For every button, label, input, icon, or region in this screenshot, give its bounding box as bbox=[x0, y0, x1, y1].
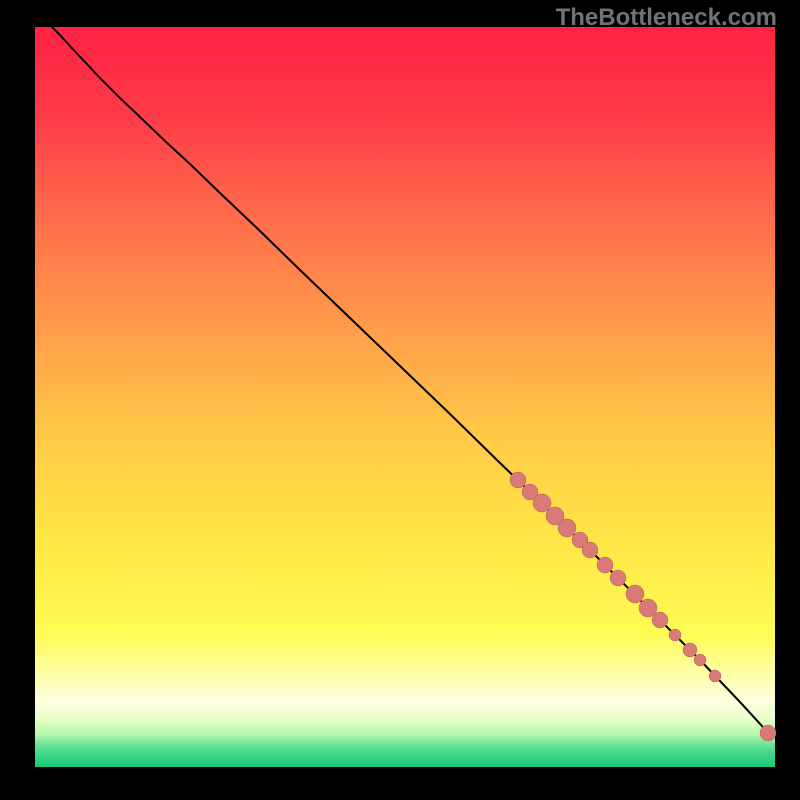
data-point-marker bbox=[533, 494, 551, 512]
data-point-marker bbox=[760, 725, 776, 741]
curve-line bbox=[52, 27, 772, 737]
data-point-marker bbox=[610, 570, 626, 586]
data-point-marker bbox=[709, 670, 721, 682]
data-point-marker bbox=[669, 629, 681, 641]
data-point-marker bbox=[694, 654, 706, 666]
data-point-marker bbox=[582, 542, 598, 558]
data-point-marker bbox=[558, 519, 576, 537]
data-point-marker bbox=[652, 612, 668, 628]
data-point-marker bbox=[626, 585, 644, 603]
marker-group bbox=[510, 472, 776, 741]
data-point-marker bbox=[597, 557, 613, 573]
chart-svg-layer bbox=[0, 0, 800, 800]
data-point-marker bbox=[683, 643, 697, 657]
data-point-marker bbox=[510, 472, 526, 488]
